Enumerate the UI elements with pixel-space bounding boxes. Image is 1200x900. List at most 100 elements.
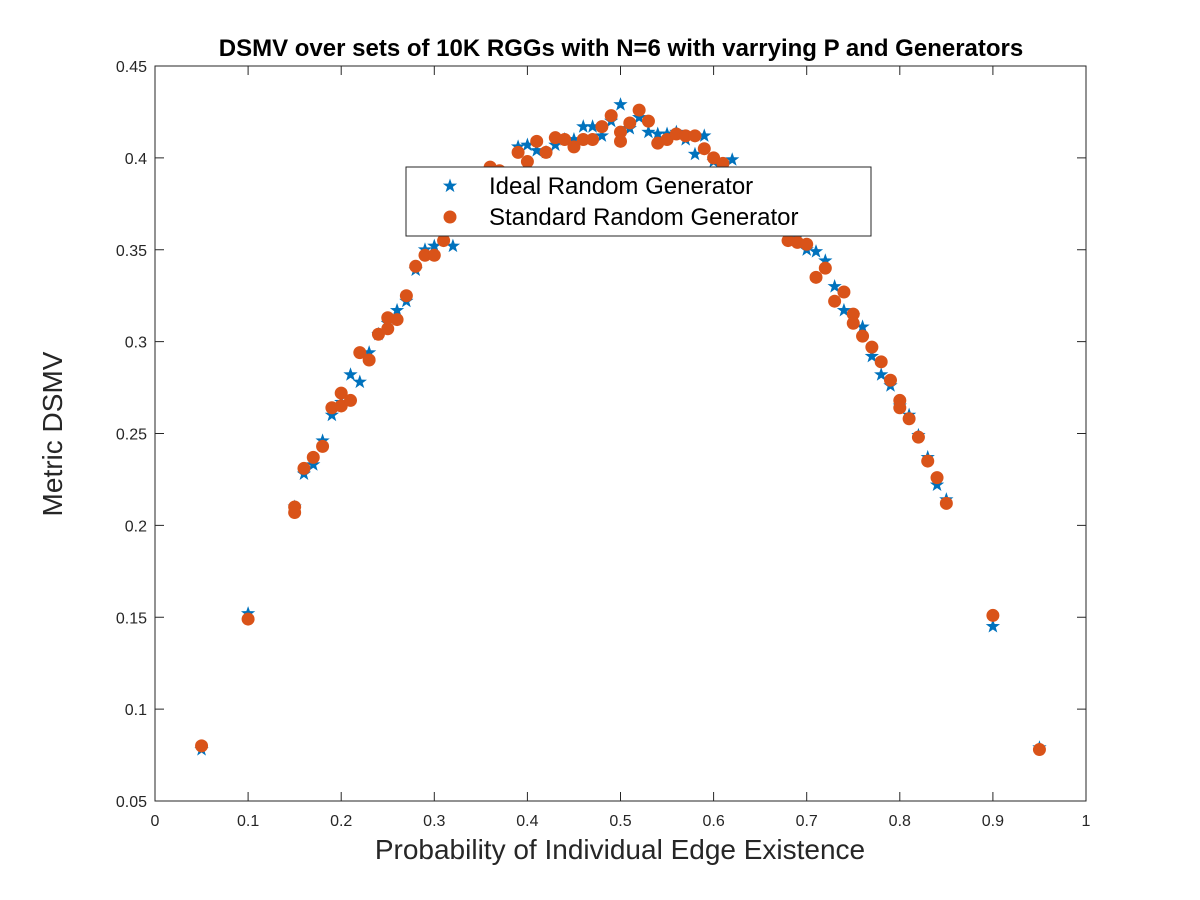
data-point-star — [576, 119, 591, 133]
data-point-circle — [921, 454, 935, 468]
data-point-star — [585, 119, 600, 133]
data-point-star — [566, 132, 582, 146]
x-tick-label: 0 — [151, 813, 160, 830]
data-point-circle — [539, 145, 553, 159]
data-point-star — [687, 146, 703, 161]
data-point-circle — [865, 340, 879, 354]
data-point-star — [427, 238, 442, 253]
data-point-circle — [874, 355, 888, 369]
data-point-circle — [381, 322, 395, 336]
data-point-circle — [595, 120, 609, 134]
data-point-circle — [697, 142, 711, 156]
x-tick-label: 1 — [1082, 813, 1091, 830]
x-tick-label: 0.9 — [982, 813, 1004, 830]
data-point-star — [548, 137, 563, 152]
data-point-circle — [427, 248, 441, 262]
y-tick-label: 0.2 — [125, 518, 147, 535]
data-point-circle — [939, 496, 953, 510]
data-point-star — [641, 124, 656, 139]
data-point-circle — [856, 329, 870, 343]
data-point-star — [631, 109, 647, 124]
data-point-circle — [288, 506, 302, 520]
y-tick-label: 0.35 — [116, 243, 147, 260]
x-tick-label: 0.1 — [237, 813, 259, 830]
data-point-circle — [893, 401, 907, 415]
y-axis-label: Metric DSMV — [37, 351, 68, 516]
data-point-circle — [586, 133, 600, 146]
y-tick-label: 0.1 — [125, 702, 147, 719]
legend-circle-mark — [443, 210, 457, 224]
data-point-circle — [911, 430, 925, 444]
data-point-circle — [623, 116, 637, 130]
data-point-circle — [614, 134, 627, 148]
data-point-star — [818, 253, 833, 267]
data-point-star — [929, 477, 945, 492]
data-point-circle — [576, 133, 590, 146]
data-point-circle — [809, 270, 823, 284]
data-point-circle — [316, 439, 330, 453]
data-point-star — [324, 407, 340, 422]
x-tick-label: 0.5 — [609, 813, 631, 830]
data-point-star — [520, 137, 535, 152]
data-point-circle — [306, 450, 320, 464]
data-point-circle — [1032, 743, 1046, 757]
data-point-circle — [520, 155, 534, 169]
data-point-star — [874, 367, 889, 381]
y-tick-label: 0.4 — [125, 151, 147, 168]
data-point-star — [985, 618, 1001, 633]
data-point-star — [529, 143, 544, 157]
data-point-circle — [828, 294, 842, 308]
data-point-circle — [558, 133, 572, 146]
y-tick-label: 0.15 — [116, 610, 147, 627]
data-point-star — [864, 348, 879, 363]
data-point-circle — [511, 145, 525, 159]
data-point-star — [306, 457, 321, 471]
x-tick-label: 0.8 — [889, 813, 911, 830]
data-point-circle — [818, 261, 832, 275]
data-point-circle — [399, 289, 413, 303]
data-point-star — [362, 345, 377, 359]
legend-star-mark — [442, 178, 458, 193]
data-point-circle — [241, 612, 255, 626]
data-point-star — [445, 238, 461, 253]
y-tick-label: 0.05 — [116, 794, 147, 811]
y-tick-label: 0.45 — [116, 59, 147, 76]
data-point-circle — [614, 125, 627, 139]
data-point-star — [389, 302, 405, 317]
data-point-star — [594, 128, 610, 142]
data-point-circle — [883, 373, 897, 387]
y-tick-label: 0.25 — [116, 427, 147, 444]
data-point-circle — [297, 461, 311, 475]
legend-box — [405, 166, 872, 237]
data-point-circle — [362, 353, 376, 367]
data-point-circle — [679, 129, 693, 143]
data-point-circle — [846, 307, 860, 321]
legend-label-ideal: Ideal Random Generator — [489, 173, 753, 200]
legend-marker-ideal-star-icon — [442, 178, 458, 193]
data-point-circle — [353, 346, 367, 360]
chart-title: DSMV over sets of 10K RGGs with N=6 with… — [219, 35, 1023, 62]
x-axis-label: Probability of Individual Edge Existence — [375, 834, 865, 865]
x-tick-label: 0.7 — [796, 813, 818, 830]
data-point-star — [697, 128, 712, 142]
data-point-circle — [688, 129, 702, 143]
data-point-circle — [390, 313, 404, 327]
data-point-circle — [632, 103, 646, 117]
data-point-circle — [334, 386, 348, 400]
y-tick-label: 0.3 — [125, 335, 147, 352]
data-point-circle — [437, 234, 451, 248]
x-tick-label: 0.3 — [423, 813, 445, 830]
data-point-circle — [902, 412, 916, 426]
data-point-circle — [567, 140, 581, 154]
data-point-star — [725, 152, 740, 166]
x-tick-label: 0.2 — [330, 813, 352, 830]
axis-ticks: 0 0.1 0.2 0.3 0.4 0.5 0.6 0.7 0.8 0.9 1 0.05 0.1 0.15… — [116, 59, 1091, 830]
data-point-star — [613, 97, 628, 111]
legend: Ideal Random Generator Standard Random G… — [405, 166, 872, 237]
legend-label-standard: Standard Random Generator — [489, 204, 799, 231]
data-point-circle — [930, 471, 944, 485]
data-point-circle — [604, 109, 618, 123]
data-point-circle — [418, 248, 432, 262]
data-point-star — [855, 319, 870, 333]
